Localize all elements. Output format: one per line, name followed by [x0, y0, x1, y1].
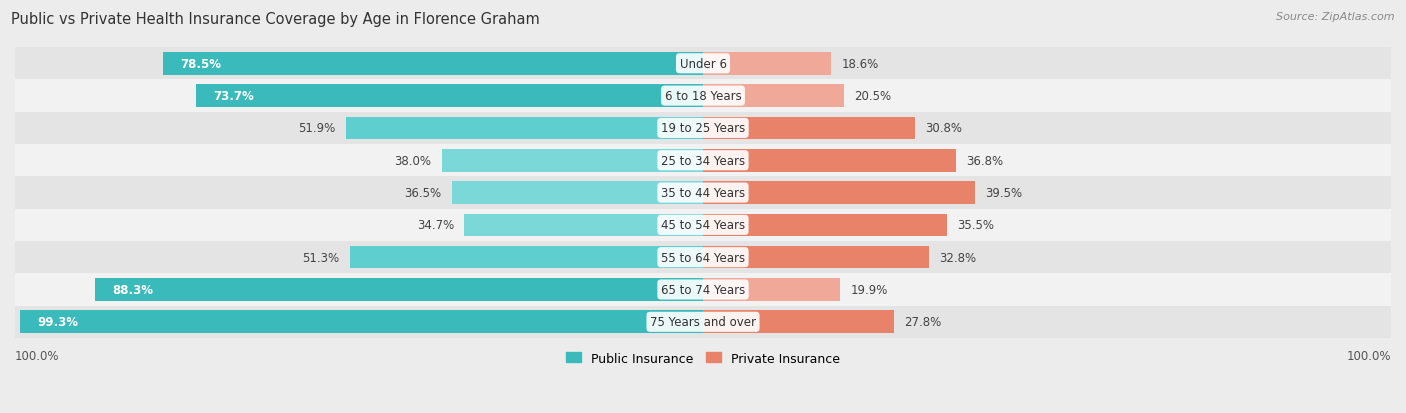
Text: 34.7%: 34.7%	[416, 219, 454, 232]
Bar	[15, 209, 1391, 242]
Text: 32.8%: 32.8%	[939, 251, 976, 264]
Bar	[703, 53, 831, 76]
Bar	[451, 182, 703, 204]
Text: 55 to 64 Years: 55 to 64 Years	[661, 251, 745, 264]
Bar	[15, 274, 1391, 306]
Bar	[703, 85, 844, 108]
Bar	[15, 242, 1391, 274]
Text: 6 to 18 Years: 6 to 18 Years	[665, 90, 741, 103]
Text: 99.3%: 99.3%	[37, 316, 77, 328]
Text: 51.3%: 51.3%	[302, 251, 340, 264]
Text: 36.8%: 36.8%	[966, 154, 1004, 167]
Bar	[15, 145, 1391, 177]
Text: 20.5%: 20.5%	[855, 90, 891, 103]
Bar	[15, 80, 1391, 112]
Text: Public vs Private Health Insurance Coverage by Age in Florence Graham: Public vs Private Health Insurance Cover…	[11, 12, 540, 27]
Text: 27.8%: 27.8%	[904, 316, 942, 328]
Bar	[703, 278, 839, 301]
Text: 39.5%: 39.5%	[986, 187, 1022, 199]
Bar	[163, 53, 703, 76]
Bar	[703, 150, 956, 172]
Bar	[703, 117, 915, 140]
Text: 19 to 25 Years: 19 to 25 Years	[661, 122, 745, 135]
Text: 65 to 74 Years: 65 to 74 Years	[661, 283, 745, 296]
Bar	[703, 311, 894, 333]
Bar	[703, 182, 974, 204]
Bar	[15, 48, 1391, 80]
Bar	[441, 150, 703, 172]
Bar	[20, 311, 703, 333]
Text: 38.0%: 38.0%	[394, 154, 432, 167]
Bar	[15, 112, 1391, 145]
Bar	[195, 85, 703, 108]
Bar	[96, 278, 703, 301]
Text: 18.6%: 18.6%	[841, 58, 879, 71]
Bar	[703, 214, 948, 237]
Text: Source: ZipAtlas.com: Source: ZipAtlas.com	[1277, 12, 1395, 22]
Bar	[464, 214, 703, 237]
Text: 88.3%: 88.3%	[112, 283, 153, 296]
Text: 100.0%: 100.0%	[15, 349, 59, 362]
Text: 78.5%: 78.5%	[180, 58, 221, 71]
Text: 75 Years and over: 75 Years and over	[650, 316, 756, 328]
Text: 35.5%: 35.5%	[957, 219, 994, 232]
Text: 73.7%: 73.7%	[214, 90, 254, 103]
Legend: Public Insurance, Private Insurance: Public Insurance, Private Insurance	[561, 347, 845, 370]
Text: Under 6: Under 6	[679, 58, 727, 71]
Text: 45 to 54 Years: 45 to 54 Years	[661, 219, 745, 232]
Bar	[15, 177, 1391, 209]
Text: 19.9%: 19.9%	[851, 283, 887, 296]
Bar	[350, 246, 703, 269]
Text: 51.9%: 51.9%	[298, 122, 336, 135]
Text: 30.8%: 30.8%	[925, 122, 962, 135]
Bar	[15, 306, 1391, 338]
Bar	[346, 117, 703, 140]
Text: 35 to 44 Years: 35 to 44 Years	[661, 187, 745, 199]
Text: 25 to 34 Years: 25 to 34 Years	[661, 154, 745, 167]
Text: 100.0%: 100.0%	[1347, 349, 1391, 362]
Bar	[703, 246, 929, 269]
Text: 36.5%: 36.5%	[405, 187, 441, 199]
